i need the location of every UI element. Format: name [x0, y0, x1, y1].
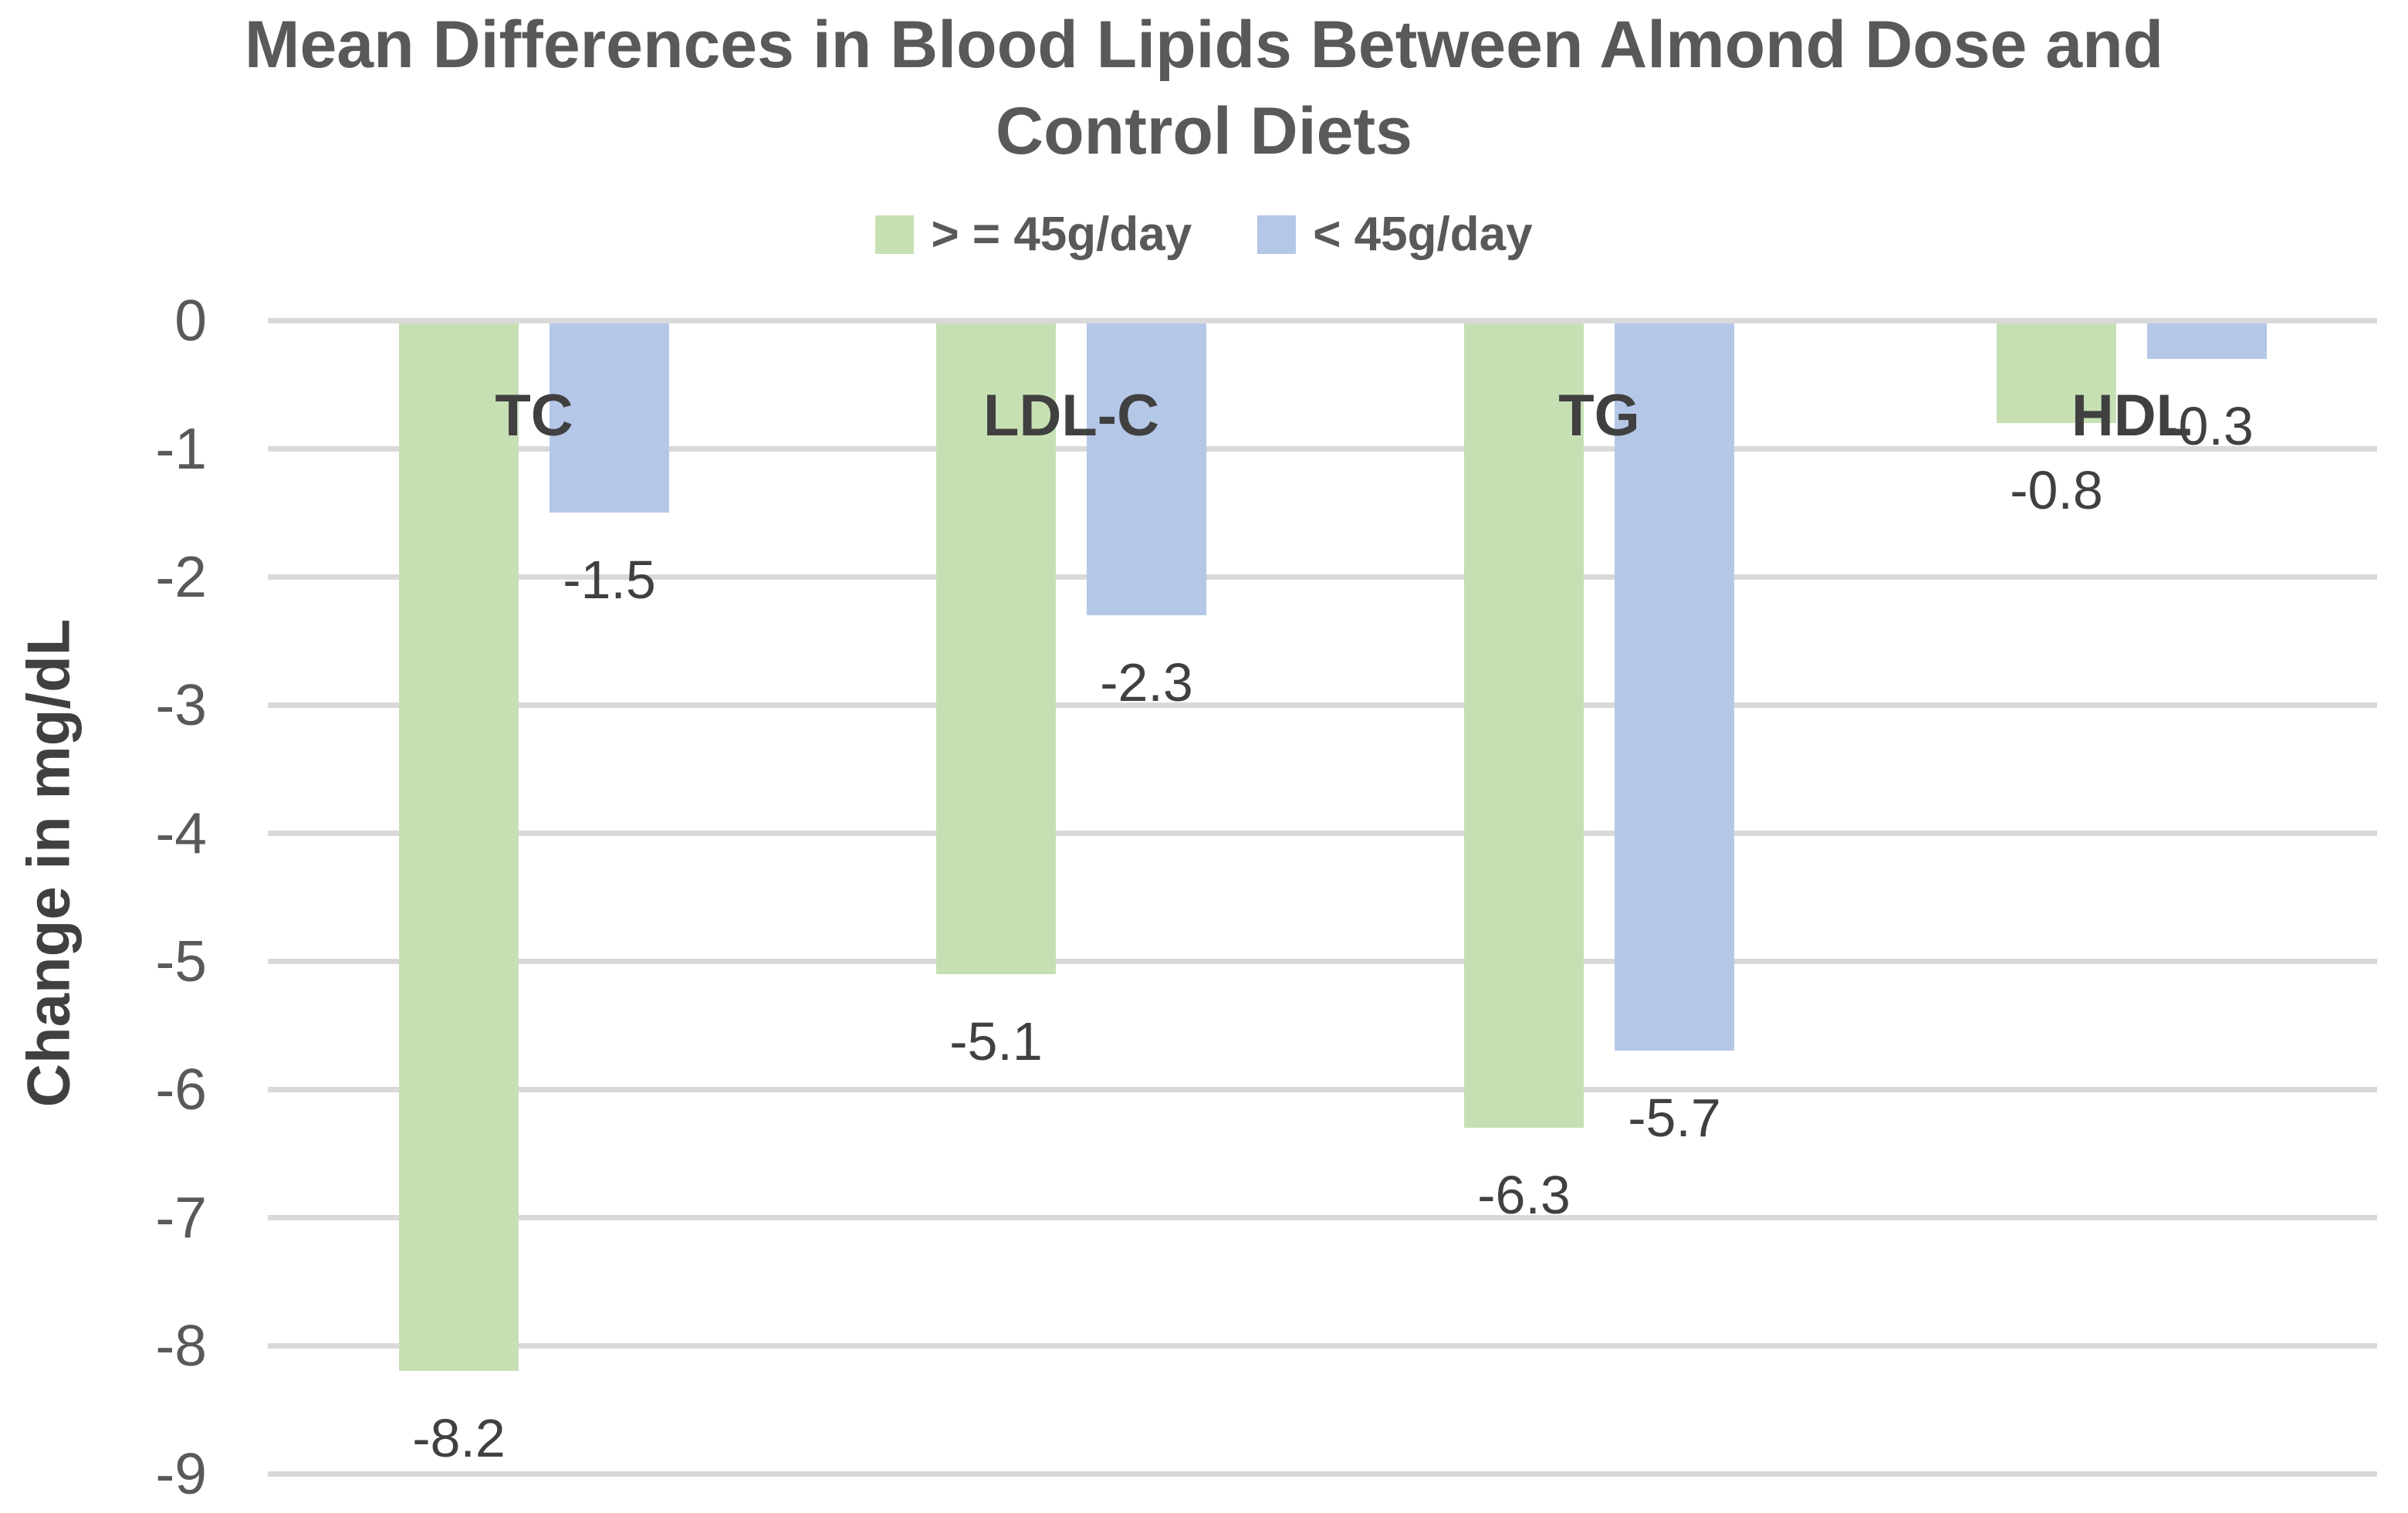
data-label-tg-45gday: -6.3: [1477, 1164, 1571, 1225]
y-axis-tick-label--1: -1: [155, 416, 207, 481]
gridline--8: [268, 1343, 2377, 1349]
category-label-tc: TC: [495, 383, 573, 448]
category-label-ldlc: LDL-C: [983, 383, 1159, 448]
gridline--4: [268, 831, 2377, 836]
gridline--7: [268, 1215, 2377, 1220]
bar-ldlc-45gday: [936, 323, 1056, 974]
bar-tg-45gday: [1464, 323, 1584, 1128]
y-axis-tick-label--7: -7: [155, 1185, 207, 1250]
gridline--1: [268, 446, 2377, 452]
gridline--2: [268, 574, 2377, 580]
gridline--9: [268, 1471, 2377, 1477]
data-label-ldlc-45gday: -5.1: [949, 1010, 1043, 1071]
data-label-tc-45gday: -8.2: [412, 1408, 506, 1469]
category-label-hdl: HDL: [2071, 383, 2193, 448]
gridline-0: [268, 318, 2377, 323]
bar-tc-45gday: [550, 323, 669, 513]
legend-item-ge45: > = 45g/day: [875, 207, 1192, 262]
y-axis-tick-label-0: 0: [174, 288, 207, 353]
y-axis-tick-label--3: -3: [155, 672, 207, 737]
chart-title-line-2: Control Diets: [996, 94, 1412, 168]
legend-swatch-ge45-icon: [875, 215, 915, 254]
bar-hdl-45gday: [2147, 323, 2267, 359]
bar-tc-45gday: [399, 323, 519, 1372]
y-axis-tick-label--6: -6: [155, 1057, 207, 1122]
y-axis-tick-label--9: -9: [155, 1441, 207, 1506]
legend: > = 45g/day < 45g/day: [0, 207, 2408, 262]
y-axis-tick-label--2: -2: [155, 544, 207, 609]
y-axis-tick-label--4: -4: [155, 801, 207, 865]
chart-title-line-1: Mean Differences in Blood Lipids Between…: [244, 8, 2164, 82]
chart-title: Mean Differences in Blood Lipids Between…: [0, 2, 2408, 174]
legend-label-lt45: < 45g/day: [1313, 208, 1533, 261]
gridline--6: [268, 1087, 2377, 1092]
bar-hdl-45gday: [1997, 323, 2116, 423]
y-axis-tick-label--5: -5: [155, 929, 207, 993]
data-label-tg-45gday: -5.7: [1628, 1088, 1721, 1149]
y-axis-tick-label--8: -8: [155, 1313, 207, 1378]
data-label-hdl-45gday: -0.8: [2010, 459, 2103, 520]
bar-ldlc-45gday: [1087, 323, 1206, 615]
legend-swatch-lt45-icon: [1257, 215, 1297, 254]
gridline--5: [268, 959, 2377, 964]
data-label-tc-45gday: -1.5: [563, 550, 656, 610]
data-label-ldlc-45gday: -2.3: [1100, 652, 1193, 712]
legend-label-ge45: > = 45g/day: [931, 208, 1192, 261]
category-label-tg: TG: [1558, 383, 1640, 448]
gridline--3: [268, 702, 2377, 708]
data-label-hdl-45gday: -0.3: [2160, 395, 2254, 456]
legend-item-lt45: < 45g/day: [1257, 207, 1533, 262]
bar-tg-45gday: [1615, 323, 1734, 1051]
